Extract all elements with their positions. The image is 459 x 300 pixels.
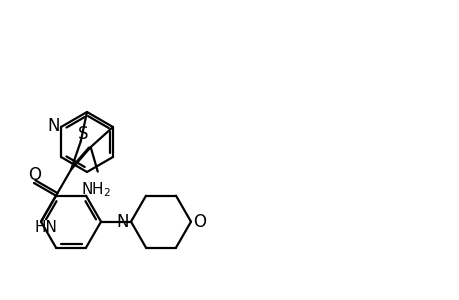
Text: HN: HN (34, 220, 57, 235)
Text: NH$_2$: NH$_2$ (80, 181, 111, 199)
Text: N: N (48, 117, 60, 135)
Text: O: O (193, 213, 206, 231)
Text: O: O (28, 166, 41, 184)
Text: S: S (78, 125, 88, 143)
Text: N: N (117, 213, 129, 231)
